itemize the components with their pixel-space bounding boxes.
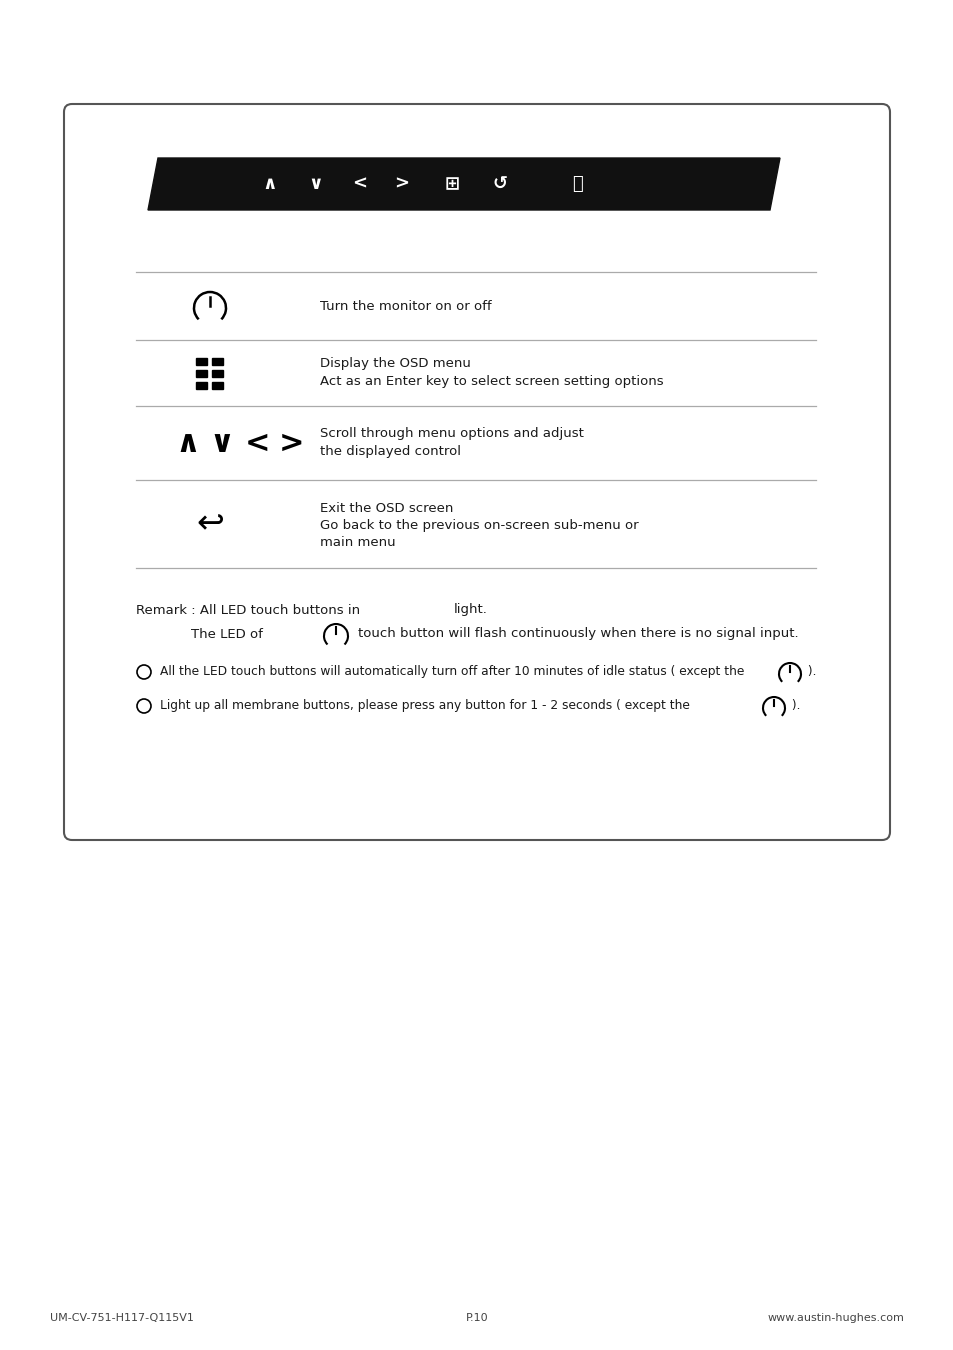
Bar — [213, 358, 223, 364]
Text: UM-CV-751-H117-Q115V1: UM-CV-751-H117-Q115V1 — [50, 1314, 193, 1323]
Text: Scroll through menu options and adjust: Scroll through menu options and adjust — [319, 428, 583, 440]
Text: Go back to the previous on-screen sub-menu or: Go back to the previous on-screen sub-me… — [319, 520, 638, 532]
Text: light.: light. — [454, 603, 487, 617]
Text: ↺: ↺ — [492, 176, 507, 193]
Text: ).: ). — [803, 666, 816, 679]
Text: ∨: ∨ — [210, 428, 234, 458]
Text: www.austin-hughes.com: www.austin-hughes.com — [766, 1314, 903, 1323]
Bar — [196, 370, 208, 377]
Bar — [213, 382, 223, 389]
Text: Light up all membrane buttons, please press any button for 1 - 2 seconds ( excep: Light up all membrane buttons, please pr… — [160, 699, 689, 713]
Text: >: > — [395, 176, 409, 193]
Text: ⏻: ⏻ — [572, 176, 583, 193]
Text: <: < — [245, 428, 271, 458]
Text: touch button will flash continuously when there is no signal input.: touch button will flash continuously whe… — [357, 628, 798, 640]
Text: ∨: ∨ — [309, 176, 323, 193]
Text: >: > — [279, 428, 304, 458]
Text: <: < — [352, 176, 367, 193]
Polygon shape — [148, 158, 780, 211]
Text: Act as an Enter key to select screen setting options: Act as an Enter key to select screen set… — [319, 375, 663, 389]
Text: ⊞: ⊞ — [444, 176, 459, 193]
Text: Exit the OSD screen: Exit the OSD screen — [319, 501, 453, 514]
Text: Turn the monitor on or off: Turn the monitor on or off — [319, 300, 491, 312]
Text: ↩: ↩ — [195, 508, 224, 540]
Text: Remark : All LED touch buttons in: Remark : All LED touch buttons in — [136, 603, 359, 617]
Text: The LED of: The LED of — [191, 628, 263, 640]
Text: P.10: P.10 — [465, 1314, 488, 1323]
Bar — [196, 358, 208, 364]
Bar — [196, 382, 208, 389]
Text: All the LED touch buttons will automatically turn off after 10 minutes of idle s: All the LED touch buttons will automatic… — [160, 666, 743, 679]
Text: main menu: main menu — [319, 536, 395, 548]
FancyBboxPatch shape — [64, 104, 889, 840]
Text: ).: ). — [787, 699, 800, 713]
Text: ∧: ∧ — [262, 176, 277, 193]
Bar — [213, 370, 223, 377]
Text: ∧: ∧ — [175, 428, 200, 458]
Text: Display the OSD menu: Display the OSD menu — [319, 358, 471, 370]
Text: the displayed control: the displayed control — [319, 446, 460, 459]
